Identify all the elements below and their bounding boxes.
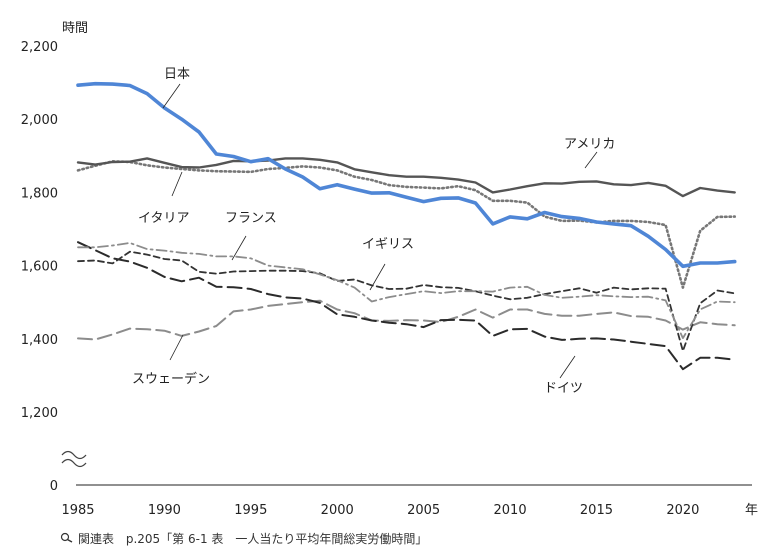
y-tick-labels: 0 1,200 1,400 1,600 1,800 2,000 2,200 xyxy=(21,40,58,494)
x-tick-label: 2010 xyxy=(494,503,527,518)
related-table-label: 関連表 xyxy=(78,532,115,546)
x-tick-label: 1990 xyxy=(148,503,181,518)
series-line-1 xyxy=(76,157,736,198)
series-line-4 xyxy=(77,250,736,352)
related-table-note: 関連表 p.205「第 6-1 表 一人当たり平均年間総実労働時間」 xyxy=(60,530,427,547)
y-tick-label: 0 xyxy=(50,479,58,494)
series-line-6 xyxy=(77,241,736,371)
x-tick-label: 1985 xyxy=(61,503,94,518)
series-label-france: フランス xyxy=(225,211,277,261)
x-tick-label: 2015 xyxy=(580,503,613,518)
svg-text:スウェーデン: スウェーデン xyxy=(132,371,210,387)
svg-text:アメリカ: アメリカ xyxy=(564,137,615,152)
series-label-uk: イギリス xyxy=(362,237,414,291)
x-axis-title: 年 xyxy=(745,503,758,518)
series-line-3 xyxy=(77,241,736,340)
series-label-germany: ドイツ xyxy=(544,355,583,396)
magnifier-icon xyxy=(60,532,74,546)
x-tick-label: 2005 xyxy=(407,503,440,518)
svg-text:日本: 日本 xyxy=(164,67,190,82)
related-table-reference: p.205「第 6-1 表 一人当たり平均年間総実労働時間」 xyxy=(125,532,428,546)
svg-text:イギリス: イギリス xyxy=(362,237,414,252)
axis-break-icon xyxy=(61,450,87,468)
series-line-0 xyxy=(76,81,737,269)
series-label-japan: 日本 xyxy=(162,67,190,109)
y-tick-label: 1,600 xyxy=(21,260,58,275)
y-tick-label: 1,400 xyxy=(21,333,58,348)
series-lines xyxy=(76,81,737,371)
series-line-2 xyxy=(76,160,737,289)
svg-text:フランス: フランス xyxy=(225,211,277,226)
x-tick-label: 1995 xyxy=(234,503,267,518)
series-label-italy: イタリア xyxy=(138,171,189,226)
y-tick-label: 1,200 xyxy=(21,406,58,421)
svg-text:イタリア: イタリア xyxy=(138,211,189,226)
y-tick-label: 1,800 xyxy=(21,186,58,201)
x-tick-label: 2000 xyxy=(321,503,354,518)
svg-text:ドイツ: ドイツ xyxy=(544,381,583,396)
series-label-usa: アメリカ xyxy=(564,137,615,169)
y-tick-label: 2,200 xyxy=(21,40,58,55)
y-tick-label: 2,000 xyxy=(21,113,58,128)
x-tick-label: 2020 xyxy=(666,503,699,518)
y-axis-title: 時間 xyxy=(62,21,88,36)
series-label-sweden: スウェーデン xyxy=(132,334,210,387)
series-line-5 xyxy=(77,299,736,341)
x-tick-labels: 1985 1990 1995 2000 2005 2010 2015 2020 xyxy=(61,503,699,518)
